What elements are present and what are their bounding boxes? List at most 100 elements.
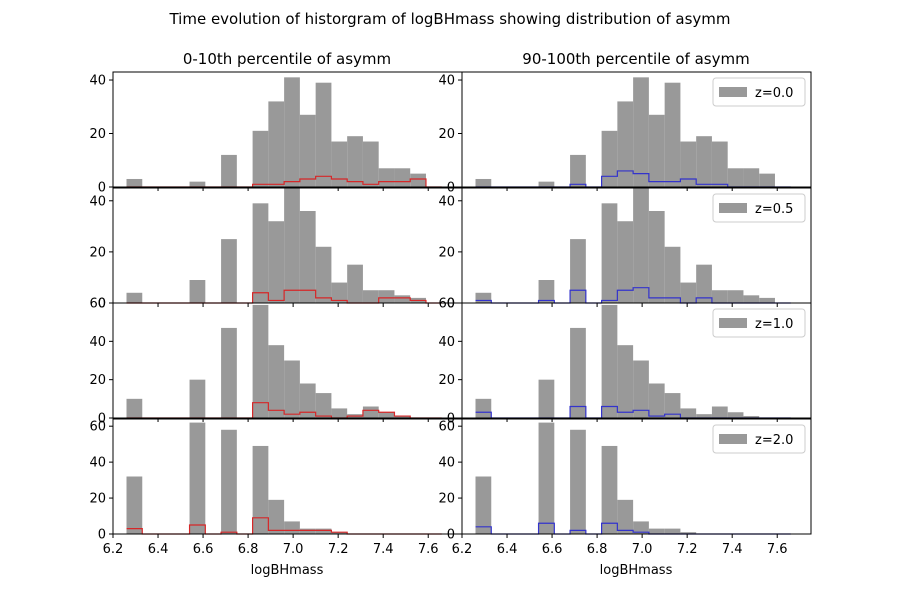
histogram-bar xyxy=(633,360,649,418)
x-tick-label: 7.6 xyxy=(767,542,788,557)
y-tick-label: 0 xyxy=(98,412,106,427)
histogram-bar xyxy=(601,445,618,534)
panel-frame xyxy=(112,418,463,535)
x-tick-label: 6.2 xyxy=(452,542,473,557)
histogram-bar xyxy=(410,173,426,187)
histogram-bar xyxy=(601,304,618,418)
histogram-bar xyxy=(331,408,348,418)
y-tick-label: 40 xyxy=(89,74,106,89)
histogram-bar xyxy=(394,416,411,418)
histogram-bar xyxy=(648,114,665,187)
column-title-low: 0-10th percentile of asymm xyxy=(183,50,391,68)
histogram-bar xyxy=(648,211,665,303)
histogram-bar xyxy=(378,290,395,303)
histogram-bar xyxy=(475,178,492,187)
x-axis-label-left: logBHmass xyxy=(251,563,324,578)
histogram-bar xyxy=(252,130,269,187)
histogram-bar xyxy=(743,416,760,418)
panel-frame xyxy=(461,71,812,188)
legend-swatch xyxy=(719,87,747,97)
high-asymm-step xyxy=(475,287,791,304)
histogram-bar xyxy=(711,406,728,418)
y-tick-label: 40 xyxy=(89,335,106,350)
histogram-bar xyxy=(570,327,586,418)
histogram-bar xyxy=(727,168,744,187)
histogram-panel: 0 20 40 60 z=1.0 xyxy=(438,297,812,427)
histogram-bar xyxy=(268,101,285,187)
histogram-bar xyxy=(315,393,332,418)
histogram-bar xyxy=(221,154,237,187)
histogram-bar xyxy=(570,239,586,303)
histogram-bar xyxy=(538,181,555,187)
y-tick-label: 20 xyxy=(438,492,455,507)
y-tick-label: 0 xyxy=(447,528,455,543)
histogram-bar xyxy=(727,290,744,303)
histogram-bar xyxy=(189,280,206,303)
legend-label: z=2.0 xyxy=(755,433,793,448)
histogram-bar xyxy=(189,379,206,418)
histogram-bar xyxy=(680,282,697,303)
legend-box xyxy=(712,308,806,338)
histogram-bar xyxy=(648,383,665,418)
x-tick-label: 6.8 xyxy=(587,542,608,557)
histogram-bar xyxy=(315,82,332,187)
histogram-bar xyxy=(617,101,634,187)
histogram-bar xyxy=(299,528,316,534)
x-tick-label: 6.2 xyxy=(103,542,124,557)
histogram-panel: 0 20 40 xyxy=(89,187,463,312)
histogram-bar xyxy=(570,429,586,534)
histogram-panel: 0 20 40 xyxy=(89,71,463,196)
histogram-bar xyxy=(680,408,697,418)
histogram-bar xyxy=(362,290,379,303)
histogram-bar xyxy=(617,345,634,418)
figure-suptitle: Time evolution of historgram of logBHmas… xyxy=(168,10,730,28)
histogram-bar xyxy=(268,221,285,303)
legend-label: z=0.5 xyxy=(755,202,793,217)
histogram-bar xyxy=(601,130,618,187)
y-tick-label: 40 xyxy=(89,194,106,209)
x-tick-label: 6.4 xyxy=(148,542,169,557)
y-tick-label: 20 xyxy=(438,245,455,260)
x-tick-label: 6.6 xyxy=(542,542,563,557)
histogram-bar xyxy=(664,393,681,418)
x-tick-label: 6.4 xyxy=(497,542,518,557)
x-tick-label: 7.6 xyxy=(418,542,439,557)
histogram-bar xyxy=(680,532,697,534)
histogram-bar xyxy=(221,327,237,418)
histogram-bar xyxy=(394,168,411,187)
histogram-bar xyxy=(538,280,555,303)
histogram-bar xyxy=(299,114,316,187)
legend-swatch xyxy=(719,203,747,213)
histogram-bar xyxy=(126,476,143,534)
histogram-bar xyxy=(252,203,269,303)
legend-box xyxy=(712,424,806,454)
histogram-bar xyxy=(696,264,712,303)
histogram-bar xyxy=(538,422,555,534)
histogram-bar xyxy=(633,188,649,303)
histogram-bar xyxy=(696,136,712,187)
histogram-panel: 0 20 40 60 6.2 6.4 6.6 6.8 7.0 7.2 7.4 7.6 xyxy=(89,418,463,557)
histogram-bar xyxy=(680,141,697,187)
column-title-high: 90-100th percentile of asymm xyxy=(522,50,749,68)
y-tick-label: 0 xyxy=(98,297,106,312)
histogram-panel: 0 20 40 60 6.2 6.4 6.6 6.8 7.0 7.2 7.4 7.6 z=2.0 xyxy=(438,418,812,557)
x-tick-label: 7.0 xyxy=(632,542,653,557)
histogram-bar xyxy=(315,528,332,534)
y-tick-label: 0 xyxy=(447,297,455,312)
y-tick-label: 40 xyxy=(438,194,455,209)
histogram-bar xyxy=(633,77,649,187)
histogram-bar xyxy=(711,141,728,187)
histogram-bar xyxy=(475,398,492,418)
histogram-bar xyxy=(347,264,363,303)
y-tick-label: 20 xyxy=(438,127,455,142)
histogram-bar xyxy=(252,445,269,534)
x-axis-label-right: logBHmass xyxy=(600,563,673,578)
histogram-bar xyxy=(284,360,300,418)
y-tick-label: 40 xyxy=(438,335,455,350)
panel-frame xyxy=(461,302,812,419)
histogram-bar xyxy=(362,141,379,187)
x-tick-label: 7.2 xyxy=(328,542,349,557)
histogram-bar xyxy=(331,532,348,534)
legend-box xyxy=(712,193,806,223)
